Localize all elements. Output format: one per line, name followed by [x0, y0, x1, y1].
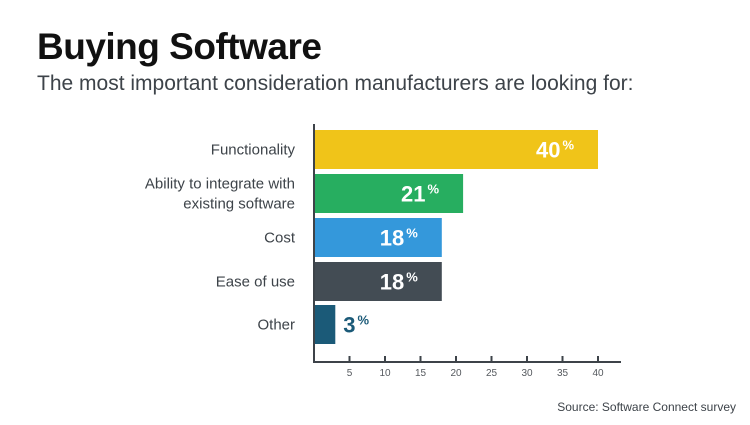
- x-tick-label: 40: [592, 368, 604, 379]
- value-label: 18%: [380, 226, 418, 251]
- x-tick-label: 35: [557, 368, 569, 379]
- category-label: Functionality: [211, 142, 296, 159]
- category-label: Cost: [264, 230, 296, 247]
- x-tick-label: 5: [347, 368, 353, 379]
- source-note: Source: Software Connect survey: [557, 400, 736, 414]
- value-label: 18%: [380, 270, 418, 295]
- x-tick-label: 20: [450, 368, 462, 379]
- x-tick-label: 30: [521, 368, 533, 379]
- bar-1: [315, 174, 464, 213]
- value-label: 21%: [401, 182, 439, 207]
- x-tick-label: 25: [486, 368, 498, 379]
- x-tick-label: 15: [415, 368, 427, 379]
- chart-subtitle: The most important consideration manufac…: [37, 72, 634, 95]
- bar-2: [315, 218, 442, 257]
- bar-4: [315, 305, 336, 344]
- category-label: Ease of use: [216, 274, 295, 291]
- category-label: Ability to integrate with: [145, 176, 295, 193]
- bar-3: [315, 262, 442, 301]
- value-label: 40%: [536, 138, 574, 163]
- x-tick-label: 10: [379, 368, 391, 379]
- bar-0: [315, 130, 598, 169]
- category-label: existing software: [183, 196, 295, 213]
- chart-title: Buying Software: [37, 26, 322, 67]
- value-label: 3%: [343, 313, 369, 338]
- category-label: Other: [257, 317, 295, 334]
